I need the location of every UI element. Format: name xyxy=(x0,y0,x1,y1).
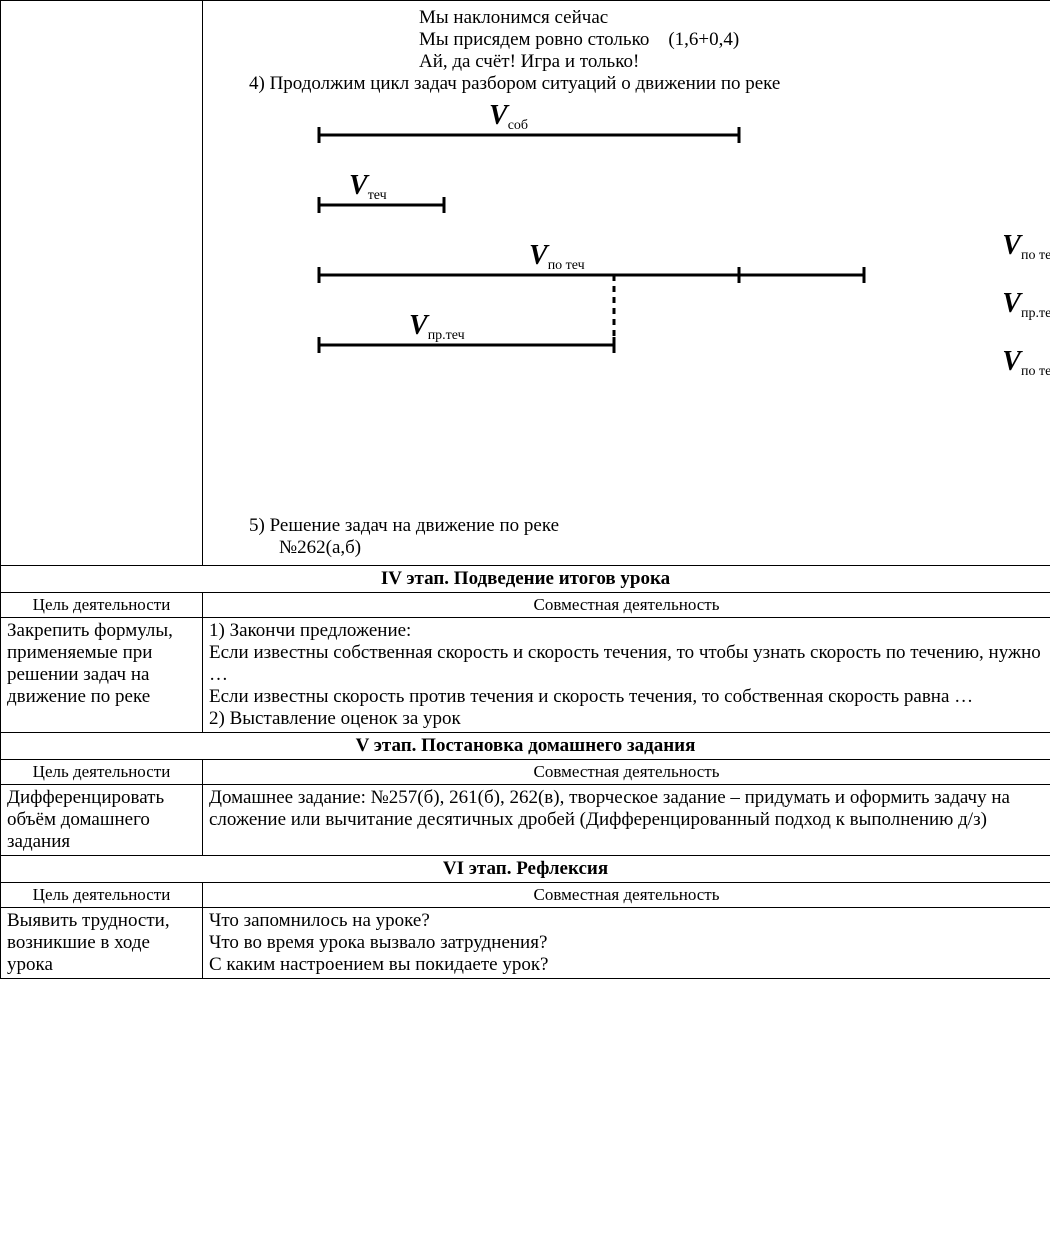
label-v-tech: Vтеч xyxy=(349,170,387,204)
top-left-empty xyxy=(1,1,203,566)
stage4-goal: Закрепить формулы, применяемые при решен… xyxy=(1,618,203,733)
poem-line-2a: Мы присядем ровно столько xyxy=(419,29,649,50)
item-5-sub: №262(а,б) xyxy=(209,537,1050,559)
stage6-r2: Что во время урока вызвало затруднения? xyxy=(209,932,1044,954)
eq-3: Vпо теч xyxy=(1002,346,1050,380)
velocity-diagram: Vсоб Vтеч Vпо теч Vпр.теч Vпо теч Vпр.те… xyxy=(209,95,1050,515)
stage6-goal: Выявить трудности, возникшие в ходе урок… xyxy=(1,908,203,979)
stage5-hdr-left: Цель деятельности xyxy=(1,760,203,785)
stage5-title: V этап. Постановка домашнего задания xyxy=(1,733,1050,760)
eq-1: Vпо теч xyxy=(1002,230,1050,264)
stage5-activity: Домашнее задание: №257(б), 261(б), 262(в… xyxy=(203,785,1050,856)
poem-line-2: Мы присядем ровно столько (1,6+0,4) xyxy=(419,29,1050,51)
equations-right: Vпо теч Vпр.теч Vпо теч xyxy=(1002,230,1050,403)
top-row: Мы наклонимся сейчас Мы присядем ровно с… xyxy=(1,1,1050,566)
diagram-svg xyxy=(209,95,1050,395)
stage4-r1: 1) Закончи предложение: xyxy=(209,620,1044,642)
stage6-r3: С каким настроением вы покидаете урок? xyxy=(209,954,1044,976)
lesson-plan-table: Мы наклонимся сейчас Мы присядем ровно с… xyxy=(0,0,1050,979)
poem-line-3: Ай, да счёт! Игра и только! xyxy=(419,51,1050,73)
stage4-hdr-right: Совместная деятельность xyxy=(203,593,1050,618)
stage4-hdr-left: Цель деятельности xyxy=(1,593,203,618)
label-v-potech: Vпо теч xyxy=(529,240,585,274)
top-right-content: Мы наклонимся сейчас Мы присядем ровно с… xyxy=(203,1,1050,566)
label-v-sob: Vсоб xyxy=(489,100,528,134)
stage4-r4: 2) Выставление оценок за урок xyxy=(209,708,1044,730)
label-v-prtech: Vпр.теч xyxy=(409,310,465,344)
stage4-r2: Если известны собственная скорость и ско… xyxy=(209,642,1044,686)
stage6-r1: Что запомнилось на уроке? xyxy=(209,910,1044,932)
stage4-activity: 1) Закончи предложение: Если известны со… xyxy=(203,618,1050,733)
poem-line-2b: (1,6+0,4) xyxy=(668,29,739,50)
stage5-goal: Дифференцировать объём домашнего задания xyxy=(1,785,203,856)
stage6-hdr-left: Цель деятельности xyxy=(1,883,203,908)
stage5-hdr-right: Совместная деятельность xyxy=(203,760,1050,785)
stage4-r3: Если известны скорость против течения и … xyxy=(209,686,1044,708)
stage4-title: IV этап. Подведение итогов урока xyxy=(1,566,1050,593)
poem: Мы наклонимся сейчас Мы присядем ровно с… xyxy=(209,7,1050,73)
stage6-title: VI этап. Рефлексия xyxy=(1,856,1050,883)
eq-2: Vпр.теч xyxy=(1002,288,1050,322)
item-5: 5) Решение задач на движение по реке xyxy=(209,515,1050,537)
item-4: 4) Продолжим цикл задач разбором ситуаци… xyxy=(209,73,1050,95)
stage6-hdr-right: Совместная деятельность xyxy=(203,883,1050,908)
stage6-activity: Что запомнилось на уроке? Что во время у… xyxy=(203,908,1050,979)
poem-line-1: Мы наклонимся сейчас xyxy=(419,7,1050,29)
